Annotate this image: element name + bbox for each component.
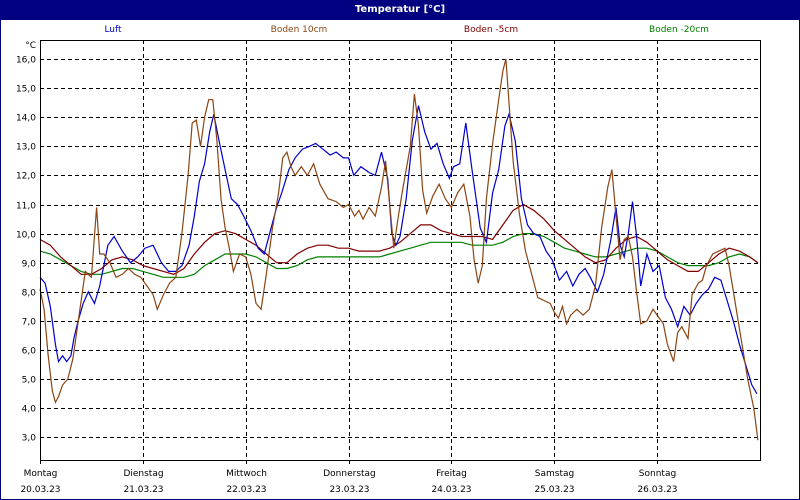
y-tick-label: 3,0 — [22, 434, 37, 444]
x-date-label: 20.03.23 — [20, 485, 60, 495]
x-date-label: 24.03.23 — [431, 485, 471, 495]
legend-luft: Luft — [104, 25, 122, 35]
x-day-label: Montag — [24, 469, 58, 479]
x-day-label: Dienstag — [123, 469, 163, 479]
legend-boden-5cm: Boden -5cm — [463, 25, 519, 35]
y-tick-label: 5,0 — [22, 376, 37, 386]
y-tick-label: 13,0 — [16, 143, 36, 153]
x-date-label: 26.03.23 — [637, 485, 677, 495]
x-day-label: Donnerstag — [323, 469, 376, 479]
y-tick-label: 7,0 — [22, 318, 37, 328]
legend-boden-10cm: Boden 10cm — [270, 25, 328, 35]
y-tick-label: 6,0 — [22, 347, 37, 357]
y-tick-label: 8,0 — [22, 289, 37, 299]
series-line-boden-10cm — [39, 58, 759, 441]
x-day-label: Sonntag — [639, 469, 676, 479]
y-tick-label: 4,0 — [22, 405, 37, 415]
y-tick-label: 12,0 — [16, 172, 36, 182]
series-line-boden-5cm — [39, 203, 759, 275]
x-date-label: 23.03.23 — [329, 485, 369, 495]
chart-title: Temperatur [°C] — [0, 0, 800, 20]
legend-boden-20cm: Boden -20cm — [649, 25, 709, 35]
x-day-label: Mittwoch — [226, 469, 267, 479]
y-tick-label: 11,0 — [16, 202, 36, 212]
y-tick-label: 9,0 — [22, 260, 37, 270]
x-day-label: Freitag — [436, 469, 467, 479]
y-tick-label: 16,0 — [16, 56, 36, 66]
series-line-luft — [39, 105, 758, 395]
x-date-label: 21.03.23 — [123, 485, 163, 495]
x-date-label: 25.03.23 — [534, 485, 574, 495]
y-tick-label: 14,0 — [16, 114, 36, 124]
y-tick-label: 15,0 — [16, 85, 36, 95]
series-line-boden-20cm — [39, 233, 759, 278]
y-tick-label: 10,0 — [16, 231, 36, 241]
x-date-label: 22.03.23 — [226, 485, 266, 495]
x-day-label: Samstag — [535, 469, 574, 479]
plot-area-border — [40, 40, 761, 461]
y-unit-label: °C — [25, 41, 36, 51]
